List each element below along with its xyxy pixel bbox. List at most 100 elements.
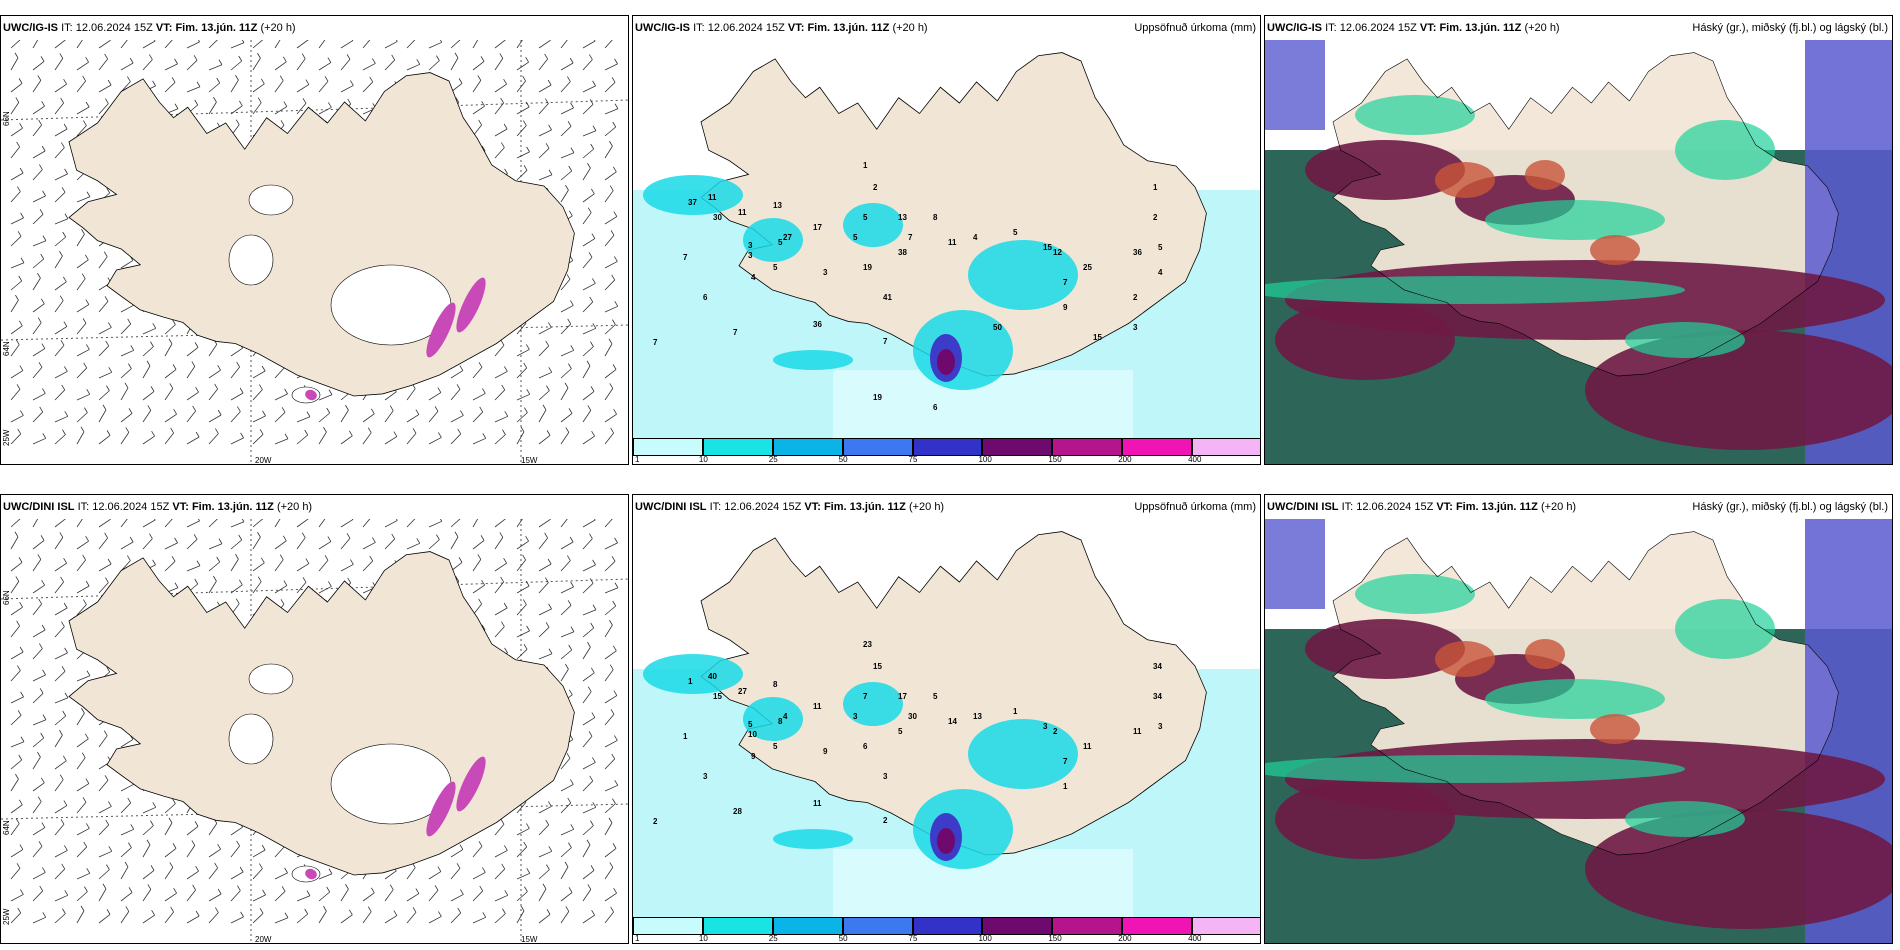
wind-barb (494, 532, 504, 550)
precip-value-label: 11 (1133, 727, 1142, 736)
precip-value-label: 5 (1013, 228, 1018, 237)
wind-barb (384, 519, 398, 528)
wind-barb (428, 55, 440, 71)
wind-barb (538, 385, 550, 401)
precip-value-label: 34 (1153, 692, 1162, 701)
wind-barb (274, 56, 287, 71)
colorbar-label: 50 (838, 455, 848, 464)
lat-label-66n: 66N (2, 111, 11, 126)
precip-value-label: 4 (751, 273, 756, 282)
wind-barb (428, 519, 443, 528)
wind-barb (32, 885, 44, 902)
wind-barb (560, 427, 570, 445)
wind-barb (10, 646, 24, 660)
wind-barb (362, 519, 371, 528)
wind-barb (560, 536, 574, 550)
high-cloud (1265, 276, 1685, 304)
colorbar (633, 438, 1260, 456)
wind-barb (10, 52, 19, 71)
wind-barb (516, 362, 528, 379)
lat-label-66n: 66N (2, 590, 11, 605)
colorbar-label: 200 (1118, 455, 1132, 464)
wind-barb (604, 301, 619, 313)
precip-area (456, 756, 486, 812)
precip-title: Uppsöfnuð úrkoma (mm) (1134, 22, 1256, 34)
wind-barb (252, 78, 265, 93)
wind-barb (54, 621, 65, 638)
wind-barb (582, 430, 595, 445)
wind-barb (164, 408, 177, 423)
wind-barb (318, 40, 326, 49)
wind-barb (296, 908, 309, 924)
wind-barb (252, 40, 264, 49)
wind-barb (164, 383, 174, 401)
wind-barb (252, 844, 266, 858)
wind-barb (208, 428, 219, 445)
wind-barb (120, 861, 129, 880)
precip-value-label: 28 (733, 807, 742, 816)
wind-barb (230, 840, 240, 858)
wind-barb (208, 843, 221, 858)
wind-barb (296, 890, 311, 902)
wind-barb (76, 273, 86, 291)
wind-barb (10, 710, 22, 726)
precip-value-label: 4 (783, 712, 788, 721)
precip-value-label: 6 (863, 742, 868, 751)
precip-value-label: 3 (703, 772, 708, 781)
wind-barb (164, 843, 177, 858)
wind-barb (604, 427, 614, 445)
wind-barb (538, 143, 550, 159)
wind-barb (494, 819, 505, 836)
wind-barb (208, 40, 218, 49)
precip-blob (773, 350, 853, 370)
wind-barb (560, 57, 574, 71)
cloud-panel-row1: UWC/IG-IS IT: 12.06.2024 15Z VT: Fim. 13… (1264, 15, 1893, 465)
wind-barb (494, 602, 508, 616)
wind-barb (186, 865, 199, 880)
wind-barb (582, 757, 596, 770)
wind-barb (76, 344, 90, 357)
glacier (248, 663, 294, 695)
wind-barb (142, 40, 156, 49)
wind-barb (54, 800, 68, 814)
wind-barb (76, 519, 83, 528)
colorbar-label: 50 (838, 934, 848, 943)
precip-value-label: 3 (1133, 323, 1138, 332)
wind-barb (582, 622, 595, 638)
precip-area (426, 781, 456, 837)
iceland-land (68, 551, 575, 876)
wind-barb (32, 145, 46, 159)
wind-barb (604, 408, 617, 423)
wind-barb (32, 388, 46, 401)
wind-barb (582, 125, 597, 137)
wind-barb (538, 79, 552, 93)
mid-cloud (1305, 140, 1465, 200)
wind-barb (98, 296, 109, 313)
wind-barb (10, 186, 21, 203)
wind-barb (560, 519, 568, 528)
wind-barb (582, 188, 595, 203)
colorbar-label: 25 (768, 455, 778, 464)
wind-barb (428, 866, 442, 880)
precip-blob (843, 682, 903, 726)
wind-barb (76, 75, 86, 93)
wind-barb (98, 558, 112, 572)
wind-barb (604, 364, 617, 379)
wind-barb (582, 207, 592, 225)
colorbar-label: 200 (1118, 934, 1132, 943)
wind-barb (340, 430, 353, 445)
wind-barb (318, 519, 326, 528)
wind-barb (54, 710, 67, 726)
panel-header: UWC/DINI ISL IT: 12.06.2024 15Z VT: Fim.… (3, 501, 313, 513)
colorbar-swatch (633, 438, 703, 456)
precip-value-label: 5 (933, 692, 938, 701)
wind-barb (604, 582, 619, 594)
wind-barb (494, 53, 504, 71)
colorbar-swatch (1122, 438, 1193, 456)
wind-barb (318, 555, 329, 572)
precip-value-label: 8 (933, 213, 938, 222)
wind-barb (494, 97, 504, 115)
wind-barb (164, 338, 173, 357)
wind-barb (230, 100, 243, 115)
wind-barb (54, 384, 66, 401)
